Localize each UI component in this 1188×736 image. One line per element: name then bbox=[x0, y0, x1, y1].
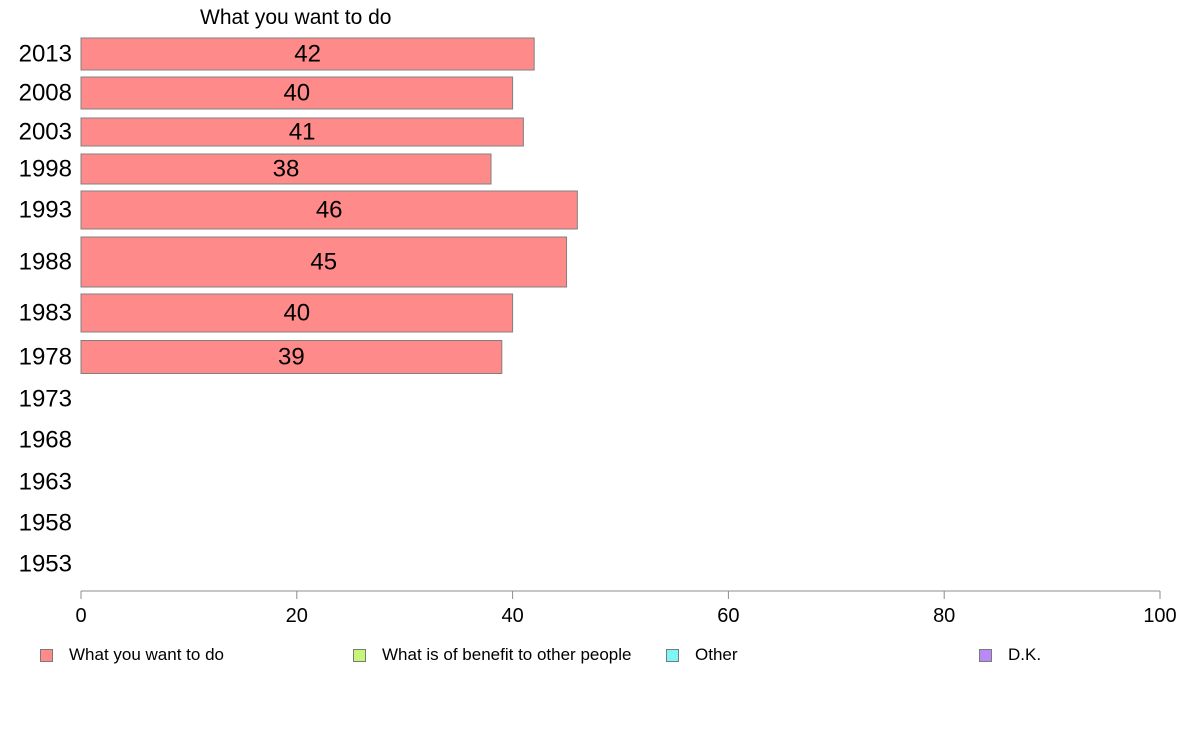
y-tick-label-1998: 1998 bbox=[19, 156, 72, 183]
y-tick-label-2008: 2008 bbox=[19, 80, 72, 107]
bar-1988 bbox=[80, 236, 568, 288]
bar-value-label-1993: 46 bbox=[316, 197, 343, 224]
y-tick-label-1963: 1963 bbox=[19, 469, 72, 496]
y-tick-label-2013: 2013 bbox=[19, 41, 72, 68]
bar-value-label-2003: 41 bbox=[289, 119, 316, 146]
bar-2003 bbox=[80, 117, 524, 147]
bar-2008 bbox=[80, 76, 514, 110]
legend: What you want to do What is of benefit t… bbox=[0, 645, 1188, 669]
x-tick-label-100: 100 bbox=[1143, 605, 1176, 627]
series-title: What you want to do bbox=[200, 6, 392, 29]
x-tick-label-40: 40 bbox=[501, 605, 523, 627]
bar-2013 bbox=[80, 37, 535, 71]
legend-label: What you want to do bbox=[69, 645, 224, 664]
legend-swatch bbox=[666, 648, 679, 662]
bar-value-label-1983: 40 bbox=[283, 300, 310, 327]
legend-swatch bbox=[40, 648, 53, 662]
x-tick-label-60: 60 bbox=[717, 605, 739, 627]
bar-1993 bbox=[80, 190, 578, 230]
y-tick-label-1968: 1968 bbox=[19, 427, 72, 454]
bar-1998 bbox=[80, 153, 492, 185]
legend-swatch bbox=[979, 648, 992, 662]
legend-label: What is of benefit to other people bbox=[382, 645, 632, 664]
y-tick-label-1983: 1983 bbox=[19, 300, 72, 327]
legend-item-benefit-others: What is of benefit to other people bbox=[353, 645, 632, 665]
y-tick-label-1993: 1993 bbox=[19, 197, 72, 224]
y-tick-label-1988: 1988 bbox=[19, 249, 72, 276]
x-tick-label-20: 20 bbox=[286, 605, 308, 627]
year-labels-group: 2013 2008 2003 1998 1993 1988 1983 1978 1973 1968… bbox=[19, 41, 72, 578]
bar-value-label-1998: 38 bbox=[273, 156, 300, 183]
bar-value-label-1988: 45 bbox=[310, 249, 337, 276]
bar-value-label-2013: 42 bbox=[294, 41, 321, 68]
y-tick-label-2003: 2003 bbox=[19, 119, 72, 146]
bar-value-label-1978: 39 bbox=[278, 344, 305, 371]
x-tick-label-80: 80 bbox=[933, 605, 955, 627]
legend-item-other: Other bbox=[666, 645, 738, 665]
bar-1983 bbox=[80, 293, 514, 333]
y-tick-label-1958: 1958 bbox=[19, 510, 72, 537]
legend-item-what-you-want: What you want to do bbox=[40, 645, 224, 665]
legend-label: D.K. bbox=[1008, 645, 1042, 664]
bar-1978 bbox=[80, 340, 503, 374]
legend-item-dk: D.K. bbox=[979, 645, 1041, 665]
x-axis: 0 20 40 60 80 100 bbox=[75, 590, 1177, 627]
y-tick-label-1953: 1953 bbox=[19, 551, 72, 578]
legend-label: Other bbox=[695, 645, 738, 664]
x-tick-label-0: 0 bbox=[75, 605, 86, 627]
y-tick-label-1973: 1973 bbox=[19, 386, 72, 413]
bar-value-label-2008: 40 bbox=[283, 80, 310, 107]
y-tick-label-1978: 1978 bbox=[19, 344, 72, 371]
legend-swatch bbox=[353, 648, 366, 662]
